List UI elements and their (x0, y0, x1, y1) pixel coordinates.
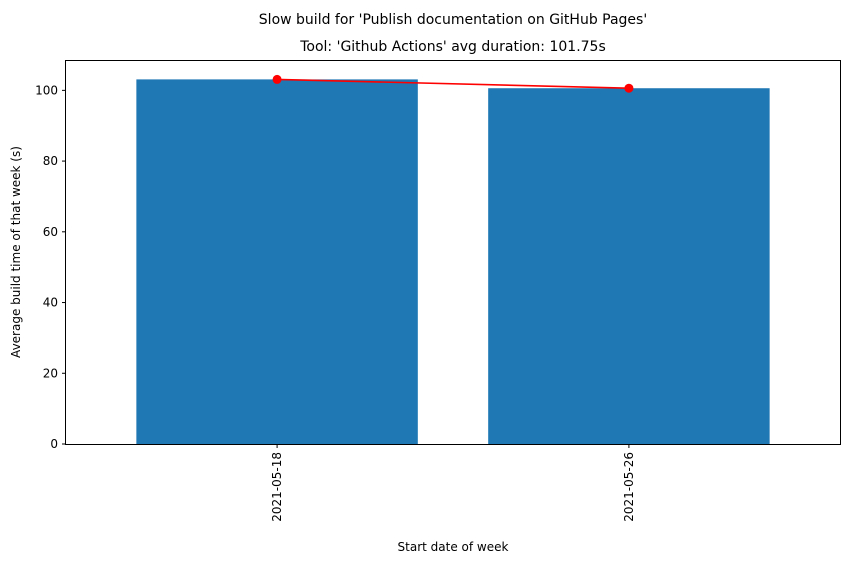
y-axis-label: Average build time of that week (s) (9, 146, 23, 358)
plot-area: 0 20 40 60 80 100 2021-05-18 2021-05-26 (35, 74, 770, 522)
y-tick-label-80: 80 (43, 154, 58, 168)
y-tick-label-0: 0 (50, 437, 58, 451)
y-tick-label-20: 20 (43, 366, 58, 380)
bar-2021-05-18 (136, 79, 418, 445)
chart-suptitle: Slow build for 'Publish documentation on… (259, 12, 647, 28)
x-axis-label: Start date of week (398, 540, 509, 554)
plot-frame (65, 60, 841, 445)
bar-2021-05-26 (488, 88, 770, 445)
y-tick-label-40: 40 (43, 296, 58, 310)
trend-point-2021-05-18 (272, 74, 282, 84)
y-tick-label-100: 100 (35, 83, 58, 97)
trend-point-2021-05-26 (624, 83, 634, 93)
chart-title: Tool: 'Github Actions' avg duration: 101… (299, 39, 606, 55)
x-tick-label-2021-05-26: 2021-05-26 (622, 452, 636, 522)
y-tick-label-60: 60 (43, 225, 58, 239)
trend-line (277, 78, 629, 90)
x-tick-label-2021-05-18: 2021-05-18 (270, 452, 284, 522)
